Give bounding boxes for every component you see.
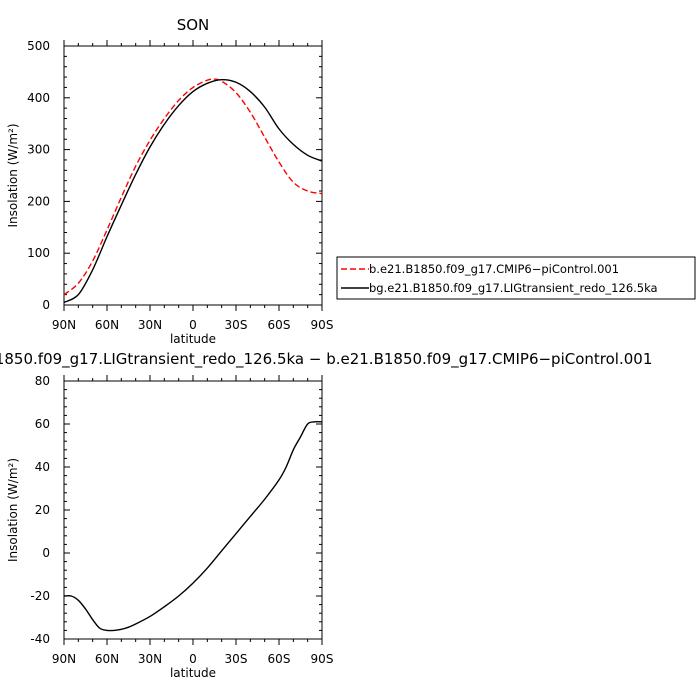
bottom-panel: bg.e21.B1850.f09_g17.LIGtransient_redo_1…	[0, 350, 652, 680]
top-x-tick-label: 90N	[52, 318, 76, 332]
top-chart-title: SON	[177, 16, 210, 34]
bottom-x-tick-label: 30N	[138, 652, 162, 666]
top-x-tick-label: 30N	[138, 318, 162, 332]
top-x-tick-label: 60S	[268, 318, 291, 332]
legend: b.e21.B1850.f09_g17.CMIP6−piControl.001b…	[336, 256, 696, 300]
bottom-y-tick-label: -40	[30, 632, 50, 646]
legend-label-1: bg.e21.B1850.f09_g17.LIGtransient_redo_1…	[369, 281, 658, 295]
bottom-x-tick-label: 60S	[268, 652, 291, 666]
bottom-y-axis-label: Insolation (W/m²)	[6, 458, 20, 562]
bottom-x-tick-label: 90N	[52, 652, 76, 666]
top-x-tick-label: 60N	[95, 318, 119, 332]
top-plot-frame	[63, 45, 323, 306]
top-x-tick-label: 90S	[311, 318, 334, 332]
top-y-tick-label: 200	[27, 194, 50, 208]
bottom-x-tick-label: 30S	[225, 652, 248, 666]
bottom-y-tick-label: 40	[35, 460, 50, 474]
legend-label-0: b.e21.B1850.f09_g17.CMIP6−piControl.001	[369, 262, 619, 276]
top-y-tick-label: 100	[27, 246, 50, 260]
bottom-x-tick-label: 60N	[95, 652, 119, 666]
bottom-y-tick-label: 20	[35, 503, 50, 517]
bottom-x-tick-label: 0	[189, 652, 197, 666]
bottom-y-tick-label: 80	[35, 374, 50, 388]
top-y-tick-label: 500	[27, 39, 50, 53]
bottom-plot-frame	[63, 380, 323, 640]
top-series-line-1	[63, 78, 323, 304]
top-panel: SON 0 100 200 300 400 500 90N 60N 30N 0 30S 60S 90S la…	[6, 16, 333, 346]
bottom-x-tick-label: 90S	[311, 652, 334, 666]
top-series-line-0	[63, 78, 323, 296]
bottom-chart-title: bg.e21.B1850.f09_g17.LIGtransient_redo_1…	[0, 350, 652, 369]
bottom-series-line-0	[63, 420, 323, 632]
top-y-axis-label: Insolation (W/m²)	[6, 124, 20, 228]
legend-box	[336, 256, 696, 300]
top-y-tick-label: 300	[27, 143, 50, 157]
bottom-x-axis-label: latitude	[170, 666, 216, 680]
top-x-tick-label: 0	[189, 318, 197, 332]
bottom-y-tick-label: -20	[30, 589, 50, 603]
bottom-y-tick-label: 60	[35, 417, 50, 431]
top-y-tick-label: 400	[27, 91, 50, 105]
top-y-tick-label: 0	[42, 298, 50, 312]
top-x-tick-label: 30S	[225, 318, 248, 332]
bottom-y-tick-label: 0	[42, 546, 50, 560]
top-x-axis-label: latitude	[170, 332, 216, 346]
